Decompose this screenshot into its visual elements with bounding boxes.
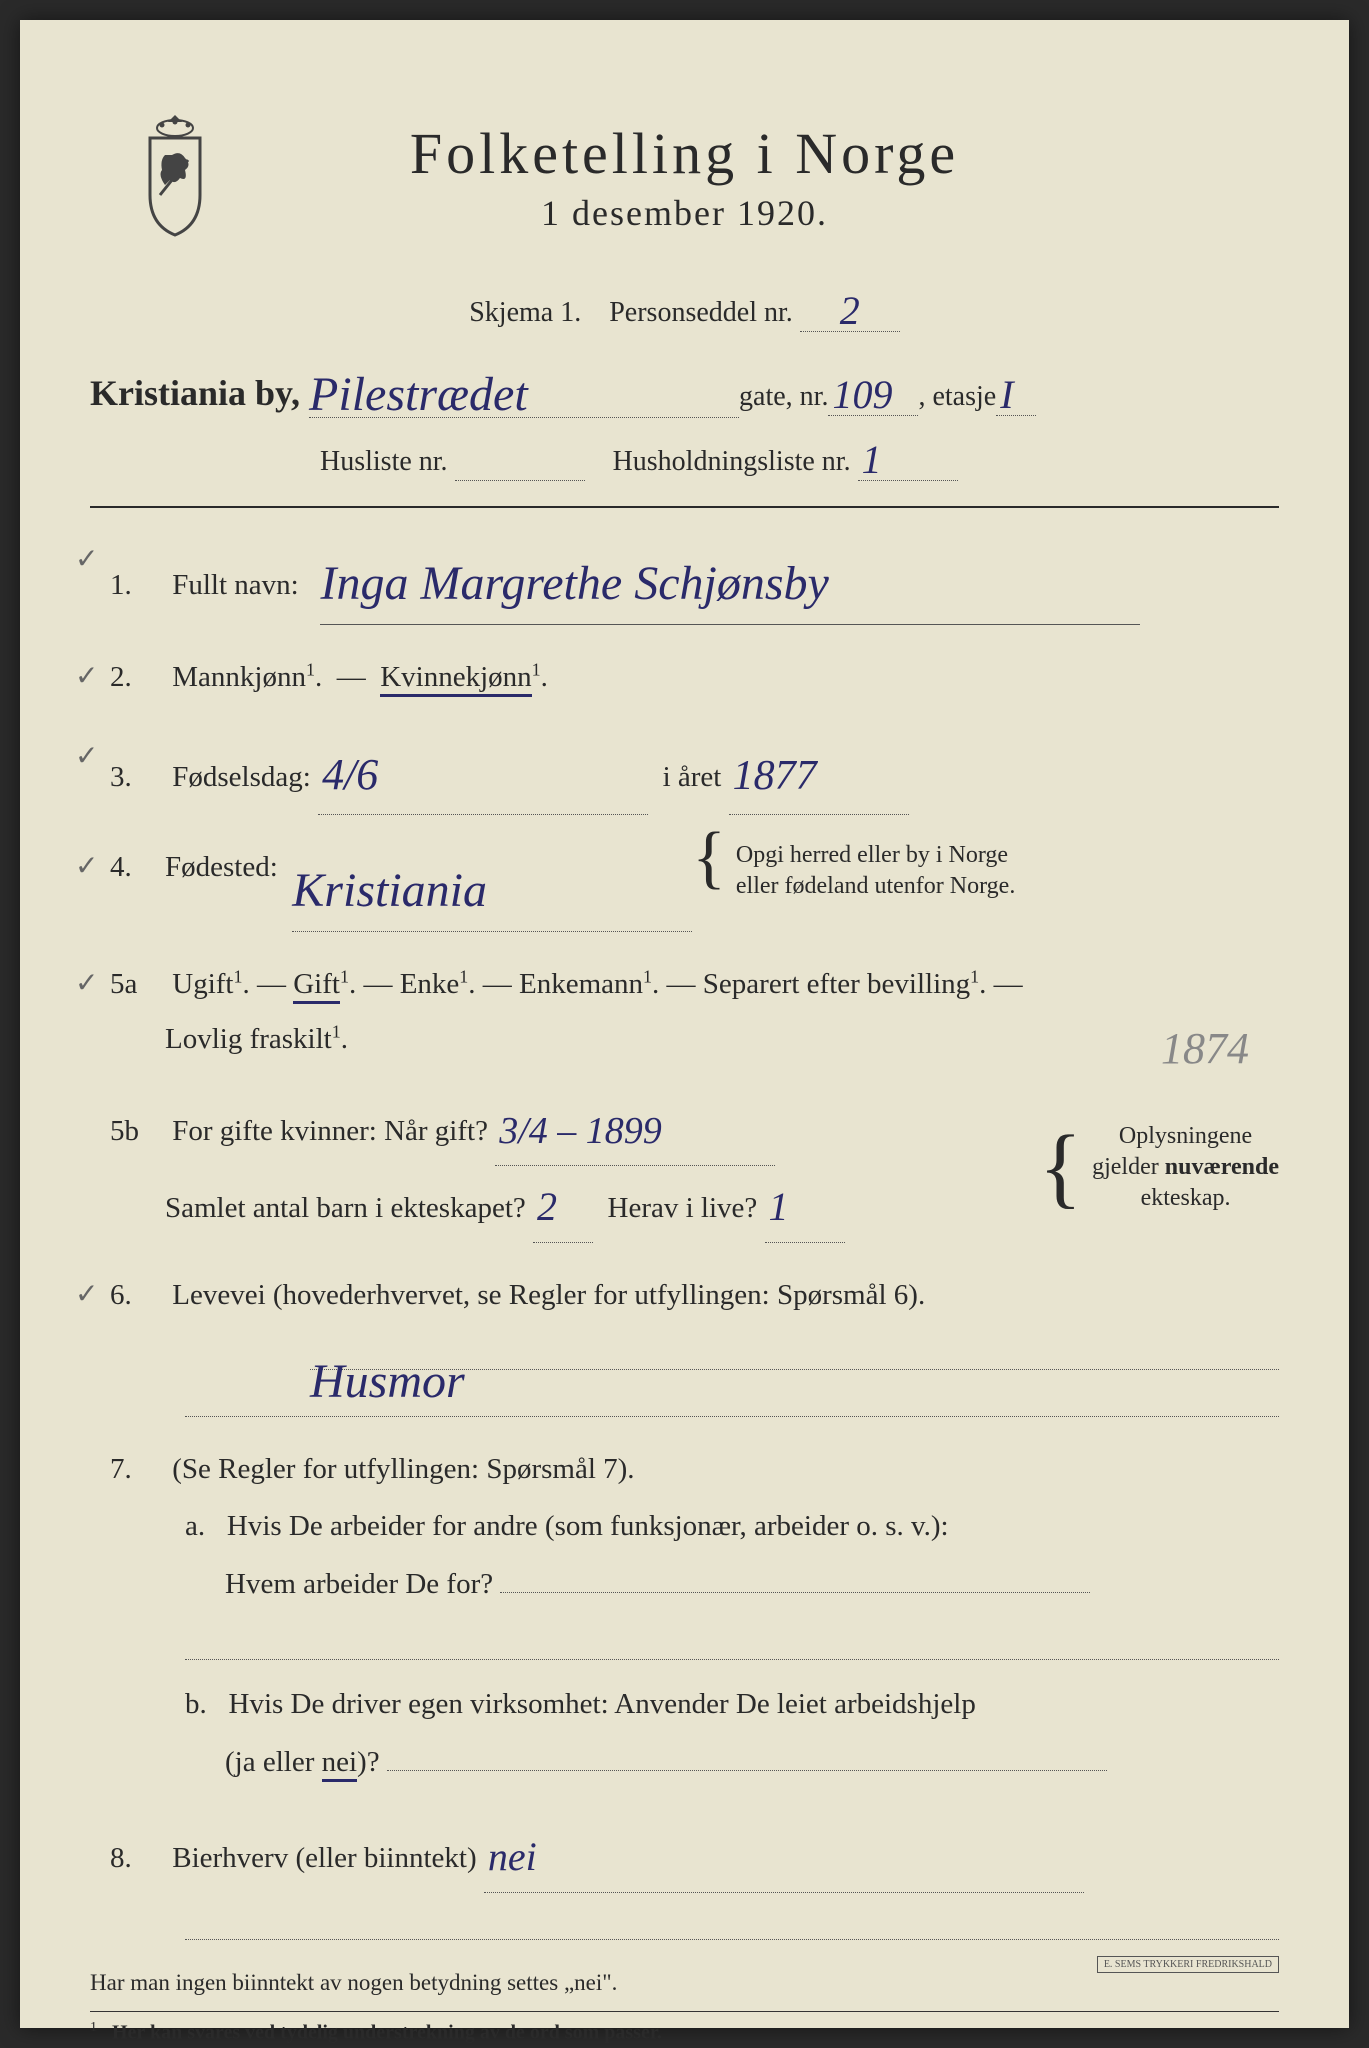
q3: ✓ 3. Fødselsdag: 4/6 i året 1877 [110,730,1279,815]
q5b-ilive: 1 [765,1184,793,1229]
printer-mark: E. SEMS TRYKKERI FREDRIKSHALD [1097,1956,1279,1973]
footnote-text: Her kan svares ved tydelig understreknin… [112,2021,662,2043]
q1: ✓ 1. Fullt navn: Inga Margrethe Schjønsb… [110,533,1279,625]
form-title: Folketelling i Norge [90,120,1279,187]
q3-num: 3. [110,750,165,805]
husliste-label: Husliste nr. [320,446,448,477]
q2-kvinne: Kvinnekjønn [380,661,531,697]
q4-label: Fødested: [165,840,278,895]
footer-note: Har man ingen biinntekt av nogen betydni… [90,1970,1279,1996]
q5a-fraskilt: Lovlig fraskilt [165,1023,332,1055]
q4-note1: Opgi herred eller by i Norge [736,842,1008,868]
q5a-num: 5a [110,957,165,1012]
q6-label: Levevei (hovederhvervet, se Regler for u… [172,1279,925,1311]
q7a-text2: Hvem arbeider De for? [225,1568,493,1600]
q4: ✓ 4. Fødested: Kristiania { Opgi herred … [110,840,1279,932]
q5a-enkemann: Enkemann [519,968,643,1000]
q6-num: 6. [110,1268,165,1323]
q5a: ✓ 5a Ugift1. — Gift1. — Enke1. — Enkeman… [110,957,1279,1067]
q4-note2: eller fødeland utenfor Norge. [736,873,1015,899]
city-line: Kristiania by, Pilestrædet gate, nr. 109… [90,362,1279,418]
etasje-label: , etasje [918,381,996,413]
q2-num: 2. [110,650,165,705]
q7: 7. (Se Regler for utfyllingen: Spørsmål … [110,1442,1279,1791]
q5b-note3: ekteskap. [1141,1185,1231,1211]
q7a: a. Hvis De arbeider for andre (som funks… [185,1497,1279,1613]
q5b-label2: Samlet antal barn i ekteskapet? [165,1192,526,1224]
q5a-enke: Enke [400,968,460,1000]
q4-num: 4. [110,840,165,895]
q5b-naargift: 3/4 – 1899 [495,1110,666,1152]
q3-year: 1877 [729,753,821,799]
q7b-label: b. [185,1688,207,1720]
q5b-num: 5b [110,1104,165,1159]
husliste-nr [455,437,463,482]
etasje-value: I [996,372,1017,417]
brace-icon: { [692,840,726,875]
checkmark-icon: ✓ [75,1268,98,1321]
skjema-line: Skjema 1. Personseddel nr. 2 [90,284,1279,332]
q7b-text1: Hvis De driver egen virksomhet: Anvender… [229,1688,976,1720]
q1-value: Inga Margrethe Schjønsby [320,557,828,610]
q8-label: Bierhverv (eller biinntekt) [172,1842,476,1874]
q5b: 5b For gifte kvinner: Når gift? 3/4 – 18… [110,1092,1279,1242]
form-subtitle: 1 desember 1920. [90,192,1279,234]
person-label: Personseddel nr. [609,297,793,328]
husliste-line: Husliste nr. Husholdningsliste nr. 1 [320,433,1279,481]
checkmark-icon: ✓ [75,730,98,783]
checkmark-icon: ✓ [75,840,98,893]
gate-label: gate, nr. [739,381,828,413]
footnote: 1 Her kan svares ved tydelig understrekn… [90,2011,1279,2045]
q2: ✓ 2. Mannkjønn1. — Kvinnekjønn1. [110,650,1279,705]
brace-icon: { [1039,1145,1082,1190]
q2-mann: Mannkjønn [172,661,306,693]
street-value: Pilestrædet [309,368,528,421]
q6-value: Husmor [310,1355,465,1408]
q3-day: 4/6 [318,750,382,799]
husholdning-label: Husholdningsliste nr. [613,446,851,477]
q8-num: 8. [110,1831,165,1886]
gate-nr: 109 [828,372,896,417]
q5b-note2: gjelder nuværende [1092,1154,1279,1180]
q4-note: Opgi herred eller by i Norge eller fødel… [736,840,1015,902]
footnote-num: 1 [90,2020,97,2035]
q7b: b. Hvis De driver egen virksomhet: Anven… [185,1675,1279,1791]
skjema-label: Skjema 1. [469,297,581,328]
q3-year-label: i året [663,761,722,793]
q7a-label: a. [185,1510,205,1542]
q3-label: Fødselsdag: [172,761,311,793]
q6: ✓ 6. Levevei (hovederhvervet, se Regler … [110,1268,1279,1417]
checkmark-icon: ✓ [75,957,98,1010]
q5a-gift: Gift [293,968,340,1004]
q7a-text1: Hvis De arbeider for andre (som funksjon… [227,1510,949,1542]
q5b-note1: Oplysningene [1119,1123,1252,1149]
person-nr: 2 [836,288,864,333]
husholdning-nr: 1 [858,437,886,482]
pencil-note: 1874 [1161,1007,1249,1091]
q8: 8. Bierhverv (eller biinntekt) nei [110,1816,1279,1940]
divider [90,506,1279,508]
checkmark-icon: ✓ [75,533,98,586]
q1-num: 1. [110,558,165,613]
coat-of-arms [130,110,220,240]
q8-value: nei [484,1834,541,1879]
q4-value: Kristiania [292,864,487,917]
q5a-ugift: Ugift [172,968,233,1000]
q5b-label1: For gifte kvinner: Når gift? [172,1115,488,1147]
q7-label: (Se Regler for utfyllingen: Spørsmål 7). [172,1453,634,1485]
census-form-page: Folketelling i Norge 1 desember 1920. Sk… [20,20,1349,2028]
q7-num: 7. [110,1442,165,1497]
q5b-note: Oplysningene gjelder nuværende ekteskap. [1092,1121,1279,1215]
q5b-barn: 2 [533,1184,561,1229]
q1-label: Fullt navn: [172,569,298,601]
q5a-separert: Separert efter bevilling [703,968,970,1000]
q5b-label3: Herav i live? [608,1192,758,1224]
checkmark-icon: ✓ [75,650,98,703]
city-label: Kristiania by, [90,372,300,414]
q7b-text2: (ja eller nei)? [225,1746,380,1778]
